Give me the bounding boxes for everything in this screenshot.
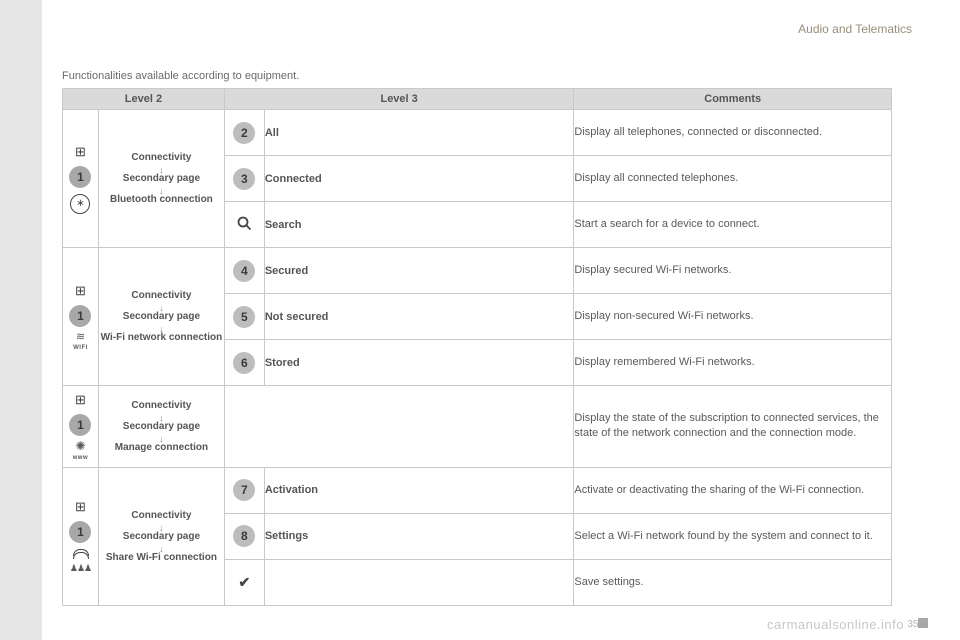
breadcrumb-step: Connectivity <box>131 400 191 411</box>
level2-icons: ⊞ 1 ∗ <box>63 110 99 248</box>
bluetooth-icon: ∗ <box>70 194 90 214</box>
level2-icons: ⊞ 1 ≋WIFI <box>63 248 99 386</box>
level3-label: All <box>264 110 574 156</box>
level2-icons: ⊞ 1 ♟♟♟ <box>63 467 99 605</box>
level3-label: Activation <box>264 467 574 513</box>
breadcrumb: ConnectivitySecondary pageWi-Fi network … <box>98 248 224 386</box>
breadcrumb-step: Connectivity <box>131 152 191 163</box>
step-1-badge: 1 <box>69 305 91 327</box>
level3-icon-cell: 7 <box>224 467 264 513</box>
col-header-comments: Comments <box>574 89 892 110</box>
level3-icon-cell: 3 <box>224 156 264 202</box>
level3-icon-cell: ✔ <box>224 559 264 605</box>
search-icon <box>236 215 252 231</box>
level3-label <box>264 559 574 605</box>
level2-icons: ⊞ 1 ✺www <box>63 386 99 468</box>
step-1-badge: 1 <box>69 521 91 543</box>
functionality-table: Level 2 Level 3 Comments ⊞1∗Connectivity… <box>62 88 892 606</box>
table-caption: Functionalities available according to e… <box>62 70 299 82</box>
level3-label: Secured <box>264 248 574 294</box>
comment-cell: Display remembered Wi-Fi networks. <box>574 340 892 386</box>
step-3-badge: 3 <box>233 168 255 190</box>
breadcrumb-step: Connectivity <box>131 290 191 301</box>
comment-cell: Select a Wi-Fi network found by the syst… <box>574 513 892 559</box>
col-header-level3: Level 3 <box>224 89 574 110</box>
comment-cell: Activate or deactivating the sharing of … <box>574 467 892 513</box>
level3-label: Connected <box>264 156 574 202</box>
comment-cell: Display all connected telephones. <box>574 156 892 202</box>
wifi-icon: ≋WIFI <box>73 333 88 351</box>
step-8-badge: 8 <box>233 525 255 547</box>
level3-icon-cell: 4 <box>224 248 264 294</box>
step-2-badge: 2 <box>233 122 255 144</box>
comment-cell: Display secured Wi-Fi networks. <box>574 248 892 294</box>
table-row: ⊞ 1 ✺www ConnectivitySecondary pageManage c… <box>63 386 892 468</box>
table-row: ⊞1♟♟♟ConnectivitySecondary pageShare Wi-… <box>63 467 892 513</box>
level3-icon-cell <box>224 202 264 248</box>
level3-icon-cell: 6 <box>224 340 264 386</box>
step-1-badge: 1 <box>69 166 91 188</box>
level3-icon-cell: 5 <box>224 294 264 340</box>
grid-icon: ⊞ <box>75 392 86 408</box>
arrow-down-icon <box>157 522 165 530</box>
left-sidebar <box>0 0 42 640</box>
breadcrumb: ConnectivitySecondary pageShare Wi-Fi co… <box>98 467 224 605</box>
comment-cell: Display the state of the subscription to… <box>574 386 892 468</box>
arrow-down-icon <box>157 164 165 172</box>
step-7-badge: 7 <box>233 479 255 501</box>
section-title: Audio and Telematics <box>798 22 912 36</box>
arrow-down-icon <box>157 302 165 310</box>
arrow-down-icon <box>157 543 165 551</box>
level3-label: Settings <box>264 513 574 559</box>
arrow-down-icon <box>157 185 165 193</box>
table-header-row: Level 2 Level 3 Comments <box>63 89 892 110</box>
grid-icon: ⊞ <box>75 283 86 299</box>
grid-icon: ⊞ <box>75 499 86 515</box>
table-row: ⊞1∗ConnectivitySecondary pageBluetooth c… <box>63 110 892 156</box>
level3-label: Stored <box>264 340 574 386</box>
level3-label: Search <box>264 202 574 248</box>
comment-cell: Save settings. <box>574 559 892 605</box>
grid-icon: ⊞ <box>75 144 86 160</box>
level3-empty <box>224 386 574 468</box>
arrow-down-icon <box>157 433 165 441</box>
check-icon: ✔ <box>238 574 250 591</box>
table-row: ⊞1≋WIFIConnectivitySecondary pageWi-Fi n… <box>63 248 892 294</box>
breadcrumb: ConnectivitySecondary pageManage connect… <box>98 386 224 468</box>
manage-connection-icon: ✺www <box>73 442 89 461</box>
step-6-badge: 6 <box>233 352 255 374</box>
step-4-badge: 4 <box>233 260 255 282</box>
comment-cell: Start a search for a device to connect. <box>574 202 892 248</box>
step-5-badge: 5 <box>233 306 255 328</box>
level3-icon-cell: 8 <box>224 513 264 559</box>
breadcrumb-step: Connectivity <box>131 510 191 521</box>
col-header-level2: Level 2 <box>63 89 225 110</box>
level3-label: Not secured <box>264 294 574 340</box>
comment-cell: Display non-secured Wi-Fi networks. <box>574 294 892 340</box>
comment-cell: Display all telephones, connected or dis… <box>574 110 892 156</box>
page-tab-marker <box>918 618 928 628</box>
breadcrumb: ConnectivitySecondary pageBluetooth conn… <box>98 110 224 248</box>
arrow-down-icon <box>157 323 165 331</box>
level3-icon-cell: 2 <box>224 110 264 156</box>
watermark: carmanualsonline.info <box>767 617 904 632</box>
hotspot-icon: ♟♟♟ <box>70 549 91 572</box>
step-1-badge: 1 <box>69 414 91 436</box>
arrow-down-icon <box>157 412 165 420</box>
